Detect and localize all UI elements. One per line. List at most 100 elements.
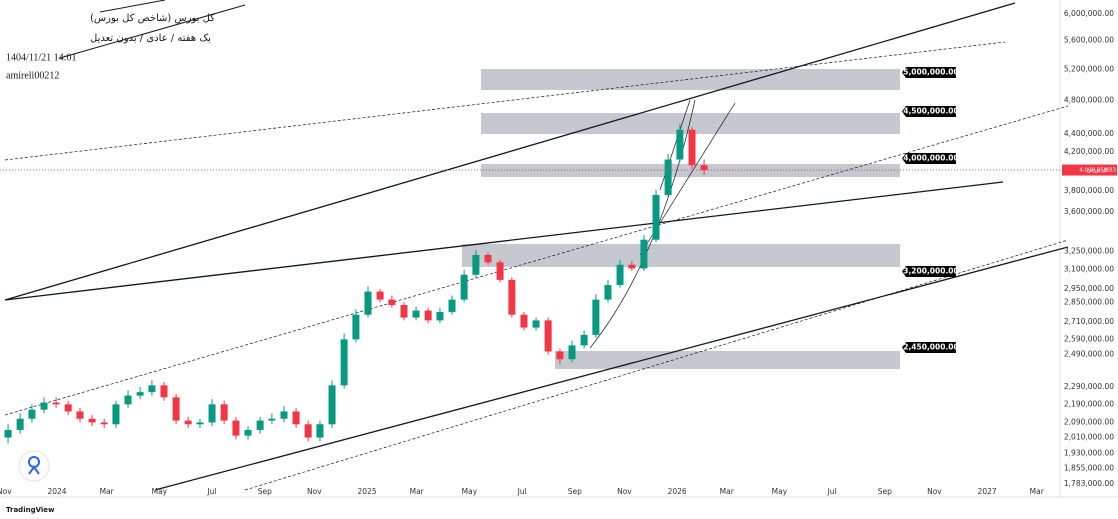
y-tick-label: 2,850,000.00	[1064, 297, 1114, 306]
candle-body	[256, 420, 264, 430]
candle-body	[340, 339, 348, 386]
x-tick-label: Jul	[827, 487, 837, 496]
candle-body	[232, 420, 240, 436]
zone-label: 2,450,000.00	[903, 343, 959, 352]
last-price-tag	[1062, 164, 1117, 176]
x-tick-label: May	[772, 487, 788, 496]
trend-line	[589, 99, 696, 349]
x-tick-label: May	[152, 487, 168, 496]
candle-body	[520, 314, 528, 328]
logo-glyph	[28, 465, 40, 475]
candle-body	[304, 424, 312, 438]
zone-tag	[902, 266, 956, 277]
y-tick-label: 2,490,000.00	[1064, 350, 1114, 359]
candle-body	[280, 411, 288, 419]
candle-body	[472, 255, 480, 275]
candle-body	[4, 429, 12, 438]
zone-box	[555, 351, 900, 369]
x-tick-label: Mar	[410, 487, 425, 496]
candle-body	[292, 411, 300, 425]
x-tick-label: Mar	[720, 487, 735, 496]
candle-body	[640, 239, 648, 269]
last-price-label: 4,009,858.83	[1079, 168, 1116, 174]
zone-label: 3,200,000.00	[903, 267, 959, 276]
trend-line	[154, 246, 1069, 491]
y-tick-label: 1,930,000.00	[1064, 448, 1114, 457]
candle-body	[268, 418, 276, 421]
y-tick-label: 3,100,000.00	[1064, 265, 1114, 274]
last-price-name: کل بورس	[1087, 167, 1110, 174]
y-tick-label: 4,400,000.00	[1064, 129, 1114, 138]
candle-body	[316, 424, 324, 438]
candle-body	[148, 385, 156, 393]
zone-box	[462, 244, 900, 267]
candle-body	[508, 279, 516, 315]
author: amireli00212	[6, 70, 59, 81]
trend-line	[4, 181, 1004, 301]
candle-body	[100, 422, 108, 425]
trend-line	[244, 239, 1069, 491]
zone-tag	[902, 106, 956, 117]
candle-body	[208, 404, 216, 423]
candle-body	[592, 299, 600, 335]
candle-body	[400, 305, 408, 318]
y-tick-label: 3,600,000.00	[1064, 207, 1114, 216]
x-tick-label: May	[462, 487, 478, 496]
candle-body	[124, 395, 132, 405]
y-tick-label: 4,800,000.00	[1064, 95, 1114, 104]
candle-body	[616, 264, 624, 286]
chart-subtitle: یک هفته / عادی / بدون تعدیل	[90, 33, 211, 44]
candle-body	[388, 299, 396, 306]
y-tick-label: 6,000,000.00	[1064, 9, 1114, 18]
x-tick-label: Jul	[517, 487, 527, 496]
candle-body	[40, 402, 48, 410]
candle-body	[460, 274, 468, 300]
x-tick-label: 2027	[978, 487, 997, 496]
candle-body	[112, 404, 120, 425]
candle-body	[88, 418, 96, 423]
candle-body	[532, 320, 540, 328]
zones	[462, 69, 900, 369]
candle-body	[544, 320, 552, 352]
candle-body	[412, 310, 420, 318]
candle-body	[160, 385, 168, 398]
y-tick-label: 2,950,000.00	[1064, 284, 1114, 293]
candle-body	[220, 404, 228, 421]
x-tick-label: Sep	[568, 487, 582, 496]
candle-body	[16, 418, 24, 430]
zone-label: 4,000,000.00	[903, 154, 959, 163]
candle-body	[556, 351, 564, 360]
timestamp: 1404/11/21 14:01	[6, 52, 76, 63]
y-tick-label: 2,710,000.00	[1064, 317, 1114, 326]
trend-line	[59, 4, 246, 59]
candle-body	[364, 291, 372, 315]
candle-body	[64, 404, 72, 412]
zone-labels: 5,000,000.00 4,500,000.00 4,000,000.00 3…	[902, 67, 959, 353]
x-tick-label: Mar	[1030, 487, 1045, 496]
x-tick-label: Nov	[617, 487, 632, 496]
candle-body	[652, 194, 660, 240]
x-tick-label: 2024	[47, 487, 66, 496]
chart-title: کل بورس (شاخص کل بورس)	[90, 13, 215, 24]
y-tick-label: 1,855,000.00	[1064, 464, 1114, 473]
x-tick-label: 2026	[668, 487, 687, 496]
x-tick-label: Nov	[927, 487, 942, 496]
trend-line	[99, 0, 166, 13]
zone-label: 4,500,000.00	[903, 107, 959, 116]
y-tick-label: 2,290,000.00	[1064, 382, 1114, 391]
candle-body	[628, 264, 636, 269]
y-tick-label: 2,190,000.00	[1064, 399, 1114, 408]
trend-line	[4, 105, 1069, 416]
zone-box	[481, 164, 900, 177]
logo-icon	[18, 450, 50, 482]
brand: TradingView	[6, 506, 55, 514]
candle-body	[664, 159, 672, 195]
y-tick-label: 2,010,000.00	[1064, 433, 1114, 442]
x-tick-label: Mar	[100, 487, 115, 496]
candle-body	[184, 420, 192, 425]
y-tick-label: 1,783,000.00	[1064, 479, 1114, 488]
trend-line	[4, 41, 1006, 161]
y-tick-label: 5,200,000.00	[1064, 64, 1114, 73]
candle-body	[700, 165, 708, 171]
